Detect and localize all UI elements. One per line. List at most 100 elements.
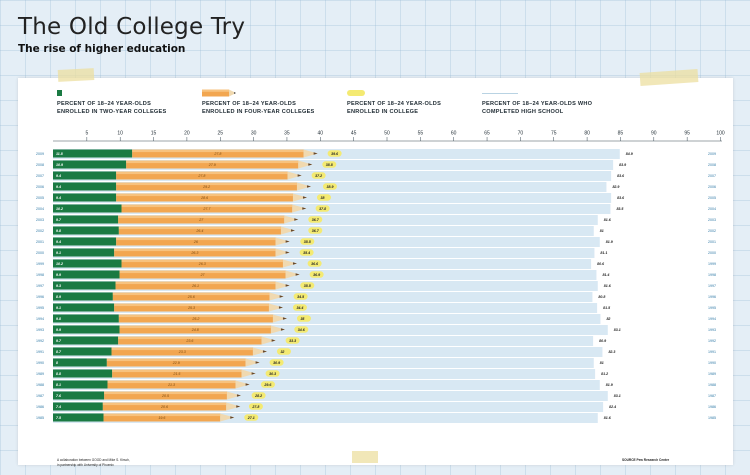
bar-four-year-tip xyxy=(220,413,235,422)
bar-four-year-lead xyxy=(230,416,235,419)
marker-enrolled xyxy=(300,238,315,245)
bar-four-year-highlight xyxy=(118,336,262,340)
bar-four-year-tip xyxy=(298,160,313,169)
bar-two-year xyxy=(53,413,104,422)
legend-label-four-year: PERCENT OF 18–24 YEAR-OLDS ENROLLED IN F… xyxy=(202,101,315,116)
year-label: 1989 xyxy=(36,372,44,376)
bar-high-school xyxy=(53,171,612,181)
bar-two-year xyxy=(53,259,122,268)
year-label: 2002 xyxy=(708,229,716,233)
bar-four-year-tip xyxy=(252,347,267,356)
legend-swatch-four-year xyxy=(202,89,236,97)
bar-four-year-highlight xyxy=(111,347,253,351)
bar-four-year-lead xyxy=(297,174,302,177)
bar-four-year xyxy=(119,270,286,279)
value-four-year: 27 xyxy=(198,218,204,222)
value-two-year: 10.9 xyxy=(56,163,63,167)
value-enrolled: 30.9 xyxy=(273,361,280,365)
year-label: 1992 xyxy=(36,339,44,343)
bar-four-year-tip xyxy=(275,281,290,290)
bar-four-year-highlight xyxy=(121,204,293,208)
bar-two-year xyxy=(53,270,120,279)
bar-high-school xyxy=(53,314,601,324)
value-enrolled: 36.6 xyxy=(311,262,319,266)
bar-high-school xyxy=(53,303,598,313)
value-two-year: 10.2 xyxy=(56,262,63,266)
year-label: 1999 xyxy=(36,262,44,266)
bar-four-year-tip xyxy=(241,369,256,378)
value-high-school: 81.9 xyxy=(606,240,613,244)
value-two-year: 9.4 xyxy=(56,185,61,189)
value-high-school: 80.9 xyxy=(599,339,606,343)
year-label: 1989 xyxy=(708,372,716,376)
value-four-year: 19.6 xyxy=(158,416,165,420)
year-label: 1999 xyxy=(708,262,716,266)
value-enrolled: 35 xyxy=(300,317,305,321)
year-label: 1998 xyxy=(708,273,716,277)
value-four-year: 27.7 xyxy=(202,207,211,211)
year-label: 2006 xyxy=(708,185,716,189)
bar-high-school xyxy=(53,237,600,247)
value-four-year: 26.4 xyxy=(195,229,203,233)
year-label: 2007 xyxy=(708,174,716,178)
value-four-year: 27.8 xyxy=(197,174,205,178)
year-label: 1985 xyxy=(36,416,44,420)
year-label: 1988 xyxy=(708,383,716,387)
bar-four-year-lead xyxy=(290,229,295,232)
year-label: 1996 xyxy=(36,295,44,299)
year-label: 2008 xyxy=(708,163,716,167)
value-high-school: 81 xyxy=(600,361,604,365)
bar-four-year xyxy=(116,182,297,191)
value-four-year: 23.3 xyxy=(178,350,186,354)
value-enrolled: 38.9 xyxy=(326,185,333,189)
marker-enrolled xyxy=(260,381,275,388)
value-four-year: 21.3 xyxy=(167,383,175,387)
value-enrolled: 36.7 xyxy=(312,229,320,233)
year-label: 1994 xyxy=(708,317,716,321)
marker-enrolled xyxy=(299,249,314,256)
value-four-year: 20.5 xyxy=(161,394,169,398)
value-four-year: 27 xyxy=(200,273,206,277)
bar-four-year-highlight xyxy=(114,303,269,307)
bar-four-year-highlight xyxy=(107,380,236,384)
x-tick-label: 15 xyxy=(151,131,157,137)
x-tick-label: 5 xyxy=(85,131,88,137)
x-tick-label: 70 xyxy=(518,131,524,137)
legend-swatch-enrolled xyxy=(347,90,365,96)
year-label: 1987 xyxy=(708,394,716,398)
value-high-school: 82.3 xyxy=(608,350,615,354)
bar-two-year xyxy=(53,303,115,312)
bar-high-school xyxy=(53,413,598,423)
value-four-year: 20.6 xyxy=(160,405,168,409)
value-two-year: 9.4 xyxy=(56,196,61,200)
bar-four-year-lead xyxy=(280,328,285,331)
bar-four-year-highlight xyxy=(118,215,285,219)
value-high-school: 81.1 xyxy=(600,251,607,255)
bar-four-year-lead xyxy=(279,295,284,298)
bar-four-year xyxy=(121,259,283,268)
legend-swatch-two-year xyxy=(57,90,62,96)
bar-four-year-tip xyxy=(235,380,250,389)
bar-two-year xyxy=(53,336,119,345)
bar-four-year-tip xyxy=(268,303,283,312)
year-label: 2004 xyxy=(708,207,716,211)
year-label: 1993 xyxy=(36,328,44,332)
bar-two-year xyxy=(53,215,119,224)
bar-four-year-highlight xyxy=(116,237,276,241)
value-high-school: 81.6 xyxy=(604,416,612,420)
marker-enrolled xyxy=(296,315,311,322)
year-label: 1997 xyxy=(36,284,44,288)
marker-enrolled xyxy=(294,326,309,333)
year-label: 2003 xyxy=(36,218,44,222)
value-two-year: 8.7 xyxy=(56,350,62,354)
value-two-year: 11.8 xyxy=(56,152,63,156)
value-high-school: 83.5 xyxy=(616,207,624,211)
year-label: 2008 xyxy=(36,163,44,167)
year-label: 1996 xyxy=(708,295,716,299)
bar-four-year-lead xyxy=(302,207,307,210)
value-two-year: 8 xyxy=(56,361,58,365)
bar-four-year-highlight xyxy=(103,413,221,417)
bar-four-year-highlight xyxy=(102,402,227,406)
value-high-school: 83.6 xyxy=(617,174,625,178)
bar-two-year xyxy=(53,149,133,158)
